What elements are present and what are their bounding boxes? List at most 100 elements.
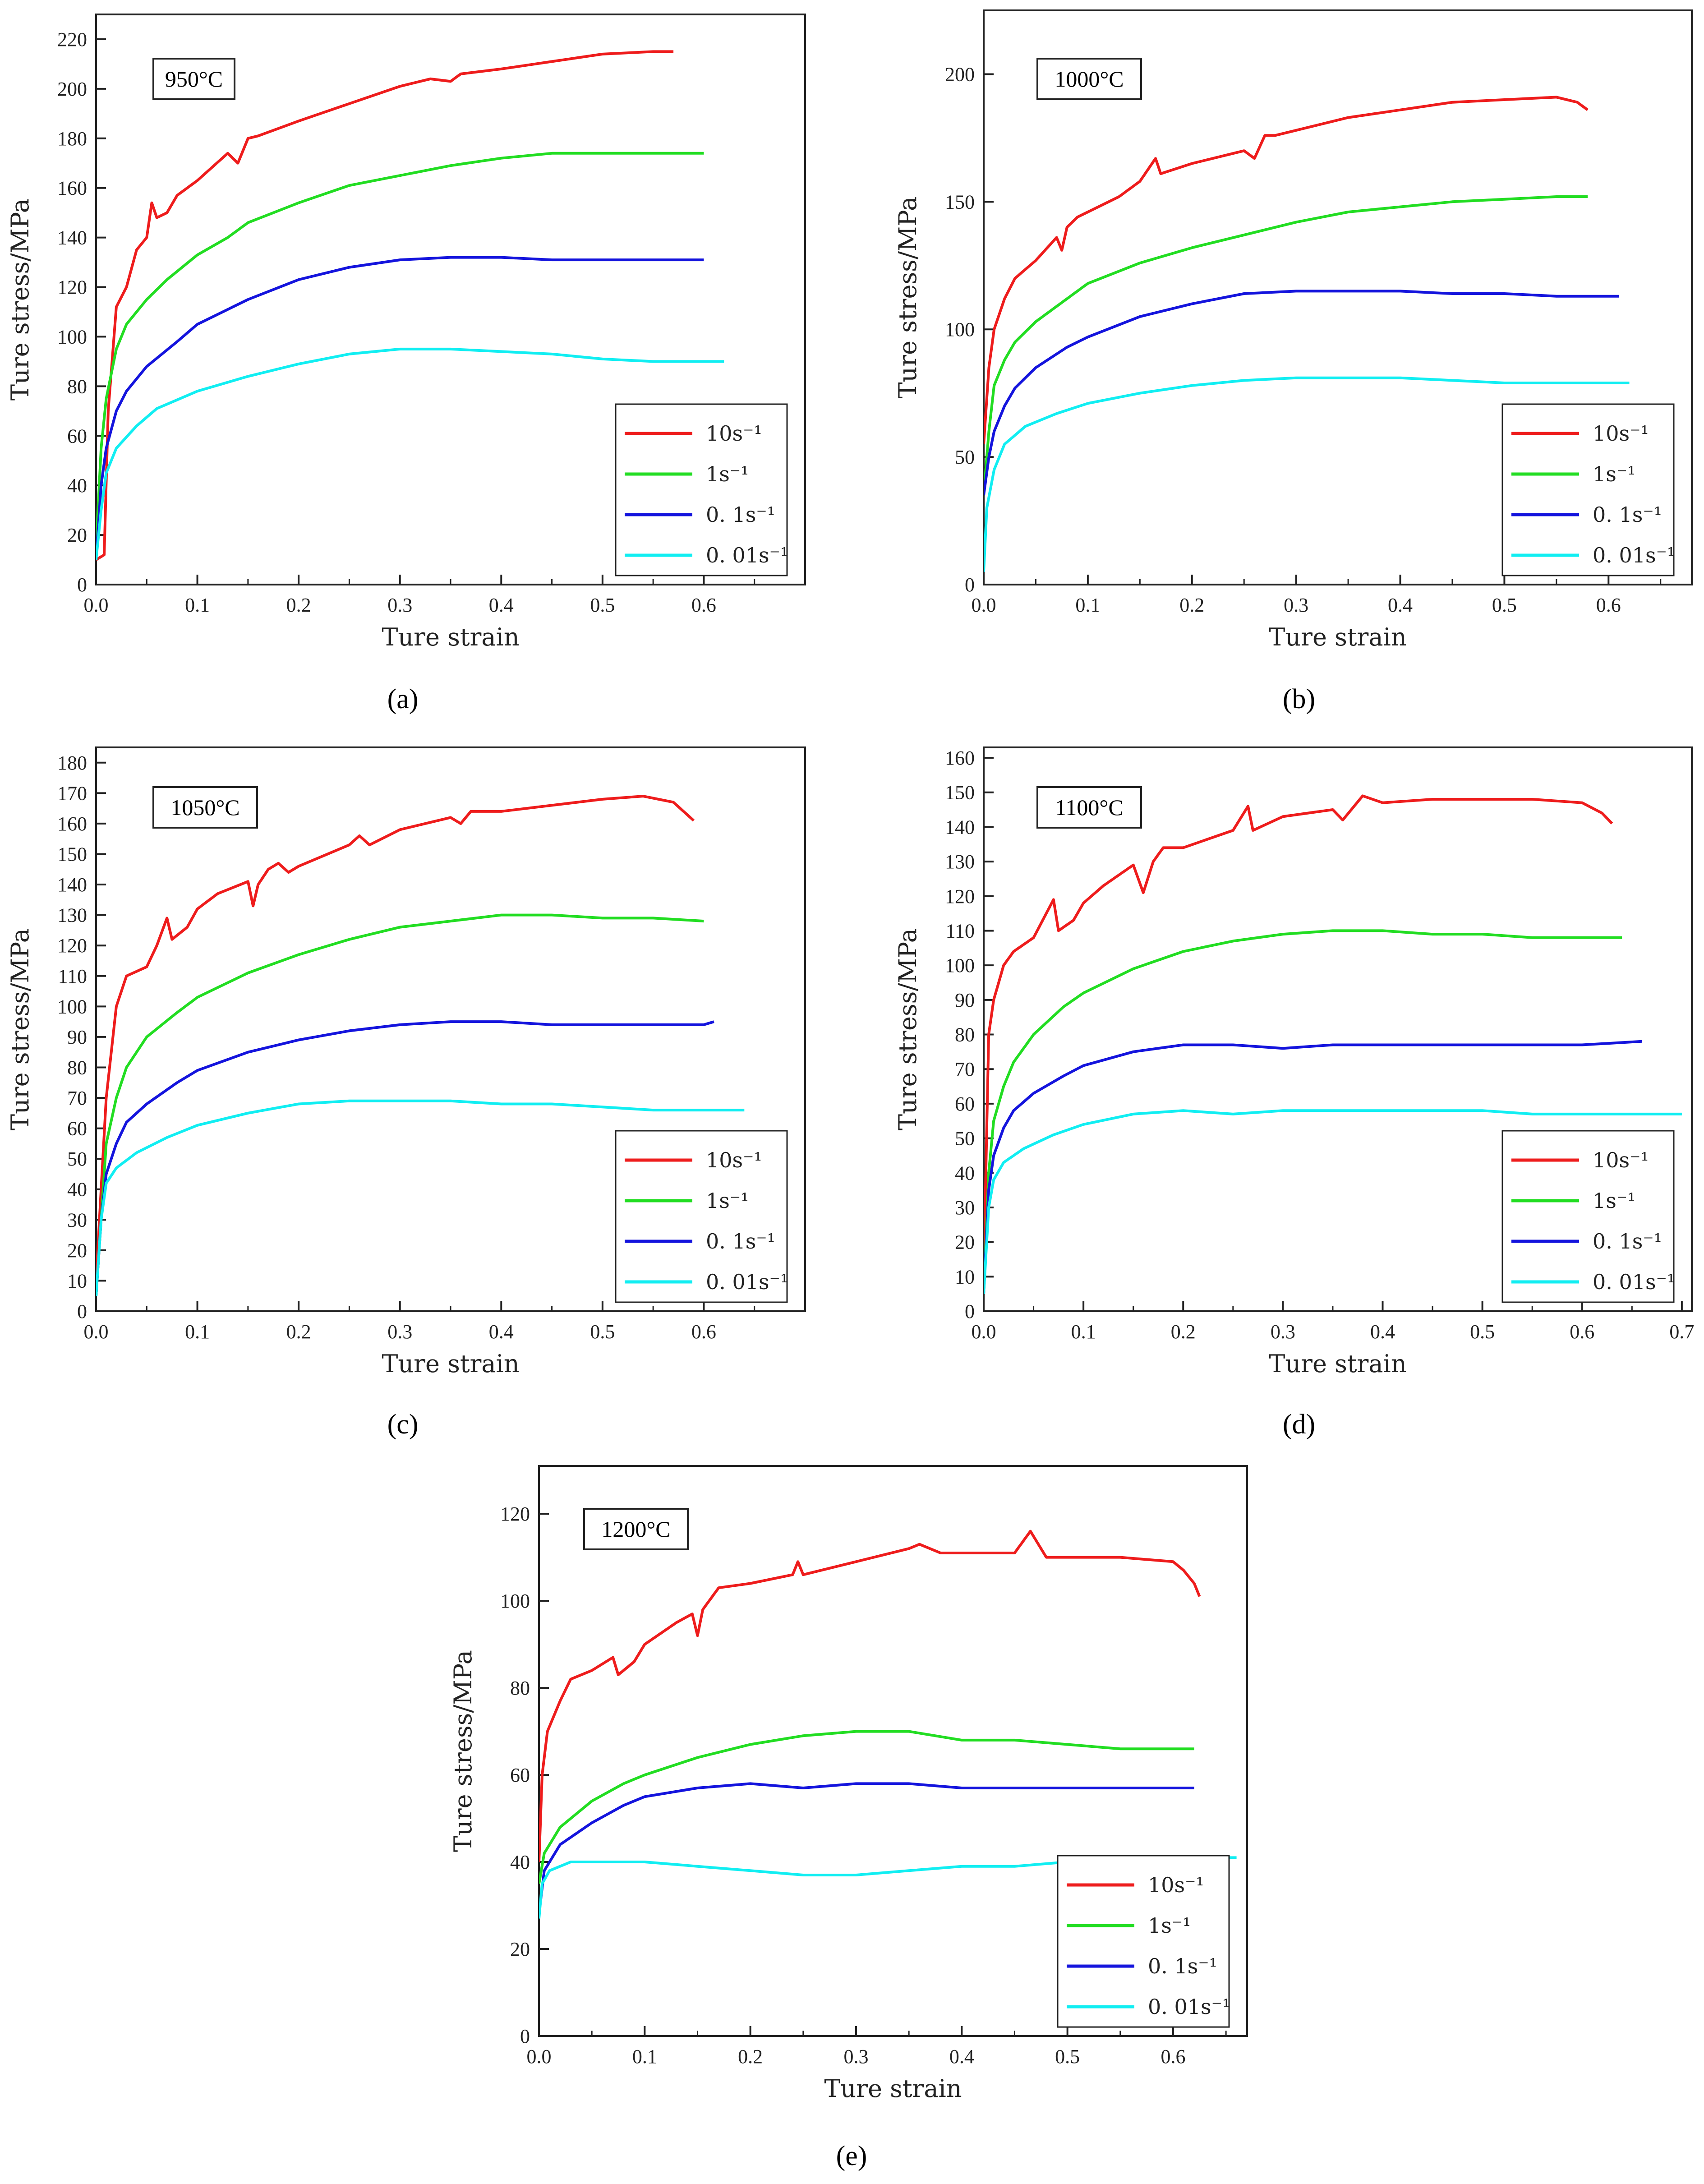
x-tick-label: 0.5 <box>1492 594 1517 616</box>
legend-label-3: 0. 01s⁻¹ <box>706 1270 788 1294</box>
x-tick-label: 0.1 <box>1075 594 1100 616</box>
y-tick-label: 160 <box>57 813 87 835</box>
x-tick-label: 0.5 <box>1055 2046 1080 2068</box>
y-tick-label: 110 <box>58 965 87 987</box>
series-line-1 <box>984 929 1622 1294</box>
plot-frame <box>983 746 1693 1312</box>
legend: 10s⁻¹ 1s⁻¹ 0. 1s⁻¹ 0. 01s⁻¹ <box>615 1130 788 1303</box>
x-tick-label: 0.1 <box>1071 1321 1096 1343</box>
series-line-0 <box>984 794 1613 1277</box>
y-tick-label: 100 <box>500 1590 530 1612</box>
plot-frame <box>983 9 1693 585</box>
x-tick-label: 0.2 <box>738 2046 763 2068</box>
y-tick-label: 50 <box>67 1148 87 1170</box>
legend-label-1: 1s⁻¹ <box>706 1189 749 1213</box>
y-tick-label: 110 <box>946 920 975 942</box>
y-tick-label: 10 <box>67 1270 87 1292</box>
legend-label-1: 1s⁻¹ <box>1593 462 1636 486</box>
legend: 10s⁻¹ 1s⁻¹ 0. 1s⁻¹ 0. 01s⁻¹ <box>1501 1130 1675 1303</box>
y-tick-label: 50 <box>955 1128 975 1150</box>
chart-panel-b: 0.0 0.1 0.2 0.3 0.4 0.5 0.6 0 50 100 150 200 Ture st… <box>893 9 1693 714</box>
temperature-label: 1000°C <box>1055 66 1124 92</box>
y-tick-label: 30 <box>955 1197 975 1219</box>
x-axis-label: Ture strain <box>1269 623 1406 651</box>
y-tick-label: 30 <box>67 1209 87 1231</box>
temperature-label: 1050°C <box>170 795 239 820</box>
series-line-2 <box>539 1782 1194 1915</box>
x-tick-label: 0.4 <box>1370 1321 1395 1343</box>
y-tick-label: 60 <box>67 1118 87 1140</box>
y-tick-label: 140 <box>57 874 87 896</box>
legend-label-3: 0. 01s⁻¹ <box>1148 1995 1230 2019</box>
y-tick-label: 200 <box>57 78 87 100</box>
y-tick-label: 100 <box>945 954 975 977</box>
x-axis-label: Ture strain <box>824 2074 962 2103</box>
panel-caption: (c) <box>387 1409 419 1440</box>
y-tick-label: 20 <box>67 1239 87 1262</box>
y-tick-label: 180 <box>57 752 87 774</box>
x-tick-label: 0.6 <box>691 1321 716 1343</box>
y-tick-label: 0 <box>520 2025 530 2047</box>
y-tick-label: 80 <box>67 375 87 397</box>
y-tick-label: 40 <box>510 1851 530 1873</box>
panel-caption: (d) <box>1283 1409 1315 1440</box>
y-tick-label: 180 <box>57 128 87 150</box>
y-tick-label: 130 <box>945 851 975 873</box>
series-line-0 <box>539 1530 1201 1862</box>
y-tick-label: 0 <box>77 1300 87 1322</box>
series-line-3 <box>96 1099 745 1296</box>
panel-caption: (b) <box>1283 684 1315 714</box>
y-tick-label: 120 <box>57 276 87 299</box>
legend-label-0: 10s⁻¹ <box>706 421 762 446</box>
x-tick-label: 0.4 <box>489 594 514 616</box>
temperature-label: 950°C <box>165 66 223 92</box>
y-tick-label: 140 <box>945 816 975 838</box>
series-line-2 <box>96 1020 714 1296</box>
series-line-3 <box>984 1109 1682 1294</box>
y-tick-label: 150 <box>945 782 975 804</box>
series-line-1 <box>539 1730 1194 1884</box>
y-tick-label: 70 <box>955 1058 975 1080</box>
x-tick-label: 0.1 <box>185 594 210 616</box>
x-axis-label: Ture strain <box>1269 1350 1406 1378</box>
x-tick-label: 0.6 <box>1161 2046 1185 2068</box>
x-tick-label: 0.4 <box>489 1321 514 1343</box>
y-tick-label: 90 <box>67 1026 87 1048</box>
y-tick-label: 100 <box>57 326 87 348</box>
panel-caption: (a) <box>387 684 419 714</box>
y-tick-label: 220 <box>57 28 87 51</box>
series-line-3 <box>96 347 724 560</box>
y-tick-label: 140 <box>57 227 87 249</box>
y-tick-label: 20 <box>955 1231 975 1253</box>
x-tick-label: 0.0 <box>972 1321 996 1343</box>
series-line-1 <box>984 195 1588 496</box>
chart-panel-a: 0.0 0.1 0.2 0.3 0.4 0.5 0.6 0 20 40 60 80 100 120 140 1… <box>6 14 806 714</box>
temperature-label: 1100°C <box>1055 795 1124 820</box>
x-tick-label: 0.5 <box>590 594 615 616</box>
y-tick-label: 0 <box>965 1300 975 1322</box>
x-tick-label: 0.5 <box>1470 1321 1495 1343</box>
series-line-1 <box>96 152 704 548</box>
y-tick-label: 170 <box>57 782 87 804</box>
x-tick-label: 0.3 <box>387 594 412 616</box>
y-tick-label: 40 <box>67 1179 87 1201</box>
y-tick-label: 10 <box>955 1266 975 1288</box>
y-tick-label: 100 <box>57 995 87 1018</box>
y-tick-label: 0 <box>965 574 975 596</box>
temperature-box <box>152 786 258 829</box>
legend-label-1: 1s⁻¹ <box>1148 1913 1191 1938</box>
y-tick-label: 50 <box>955 446 975 468</box>
y-axis-label: Ture stress/MPa <box>893 928 922 1130</box>
temperature-box <box>1036 58 1142 100</box>
x-tick-label: 0.2 <box>286 594 311 616</box>
x-tick-label: 0.4 <box>1388 594 1413 616</box>
series-line-1 <box>96 913 704 1296</box>
x-tick-label: 0.6 <box>691 594 716 616</box>
series-line-2 <box>96 256 704 560</box>
legend-label-0: 10s⁻¹ <box>706 1148 762 1172</box>
y-tick-label: 60 <box>67 425 87 447</box>
y-tick-label: 20 <box>67 524 87 546</box>
x-axis-label: Ture strain <box>382 623 519 651</box>
chart-panel-d: 0.0 0.1 0.2 0.3 0.4 0.5 0.6 0.7 0 10 20 30 40 50 60 70 8… <box>893 746 1694 1440</box>
legend: 10s⁻¹ 1s⁻¹ 0. 1s⁻¹ 0. 01s⁻¹ <box>1057 1855 1230 2028</box>
